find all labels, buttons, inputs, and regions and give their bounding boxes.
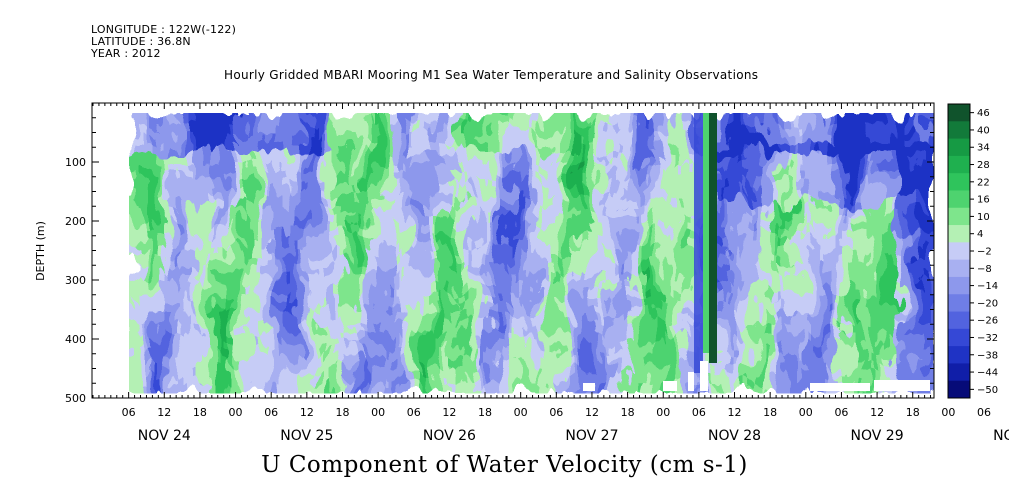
colorbar-label: −26: [977, 316, 998, 327]
x-hour-label: 18: [193, 406, 207, 419]
colorbar-swatch: [948, 207, 970, 226]
x-hour-label: 18: [906, 406, 920, 419]
colorbar-swatch: [948, 190, 970, 209]
year-label: YEAR : 2012: [91, 47, 161, 60]
x-hour-label: 00: [656, 406, 670, 419]
x-hour-label: 18: [621, 406, 635, 419]
colorbar-label: −14: [977, 281, 998, 292]
colorbar-label: 10: [977, 212, 990, 223]
colorbar-swatch: [948, 294, 970, 312]
x-hour-label: 12: [585, 406, 599, 419]
x-hour-label: 06: [407, 406, 421, 419]
x-hour-label: 00: [371, 406, 385, 419]
colorbar-swatch: [948, 363, 970, 382]
latitude-label: LATITUDE : 36.8N: [91, 35, 191, 48]
y-tick-label: 300: [65, 274, 86, 287]
x-day-label: NOV 26: [423, 428, 476, 444]
colorbar-label: −44: [977, 368, 998, 379]
x-hour-label: 18: [763, 406, 777, 419]
x-hour-label: 06: [692, 406, 706, 419]
x-day-label: NOV 30: [993, 428, 1009, 444]
heatmap: [129, 113, 934, 394]
colorbar-swatch: [948, 225, 970, 243]
x-hour-label: 00: [799, 406, 813, 419]
colorbar-swatch: [948, 121, 970, 139]
y-axis-label: DEPTH (m): [34, 221, 47, 281]
chart-title: Hourly Gridded MBARI Mooring M1 Sea Wate…: [224, 68, 759, 82]
x-hour-label: 12: [300, 406, 314, 419]
colorbar-label: −2: [977, 247, 992, 258]
x-hour-label: 00: [941, 406, 955, 419]
colorbar-swatch: [948, 311, 970, 330]
colorbar-label: 4: [977, 229, 983, 240]
x-hour-label: 06: [122, 406, 136, 419]
x-hour-label: 18: [335, 406, 349, 419]
colorbar-swatch: [948, 276, 970, 295]
colorbar-label: −32: [977, 333, 998, 344]
x-hour-label: 00: [514, 406, 528, 419]
x-hour-label: 00: [229, 406, 243, 419]
colorbar-swatch: [948, 138, 970, 157]
x-hour-label: 12: [728, 406, 742, 419]
longitude-label: LONGITUDE : 122W(-122): [91, 23, 237, 36]
axes: 06 12 18 00 06 12 18 00 06 12 18 00 06 12 18 00 06 12 18 00…: [65, 103, 1009, 444]
colorbar-label: −38: [977, 350, 998, 361]
x-day-label: NOV 28: [708, 428, 761, 444]
x-hour-label: 18: [478, 406, 492, 419]
y-tick-label: 100: [65, 156, 86, 169]
x-hour-label: 06: [549, 406, 563, 419]
colorbar-swatch: [948, 104, 970, 122]
x-hour-label: 12: [157, 406, 171, 419]
y-tick-label: 500: [65, 392, 86, 405]
colorbar-label: −20: [977, 298, 998, 309]
colorbar-label: 16: [977, 195, 990, 206]
x-day-label: NOV 25: [280, 428, 333, 444]
colorbar-label: 28: [977, 160, 990, 171]
x-day-label: NOV 29: [851, 428, 904, 444]
colorbar-swatch: [948, 173, 970, 191]
colorbar-swatch: [948, 242, 970, 261]
x-hour-label: 06: [264, 406, 278, 419]
colorbar-label: 40: [977, 125, 990, 136]
colorbar-swatch: [948, 346, 970, 364]
colorbar: 46 40 34 28 22 16 10 4 −2 −8 −14 −20 −26 −32 −38 −44 −50: [947, 103, 998, 399]
colorbar-label: −8: [977, 264, 992, 275]
colorbar-swatch: [948, 328, 970, 347]
variable-title: U Component of Water Velocity (cm s-1): [261, 452, 748, 478]
x-day-label: NOV 24: [138, 428, 191, 444]
x-hour-label: 06: [977, 406, 991, 419]
colorbar-label: 22: [977, 177, 990, 188]
y-tick-label: 200: [65, 215, 86, 228]
colorbar-label: 34: [977, 143, 990, 154]
x-hour-label: 06: [834, 406, 848, 419]
x-hour-label: 12: [870, 406, 884, 419]
colorbar-label: −50: [977, 385, 998, 396]
colorbar-swatch: [948, 380, 970, 399]
colorbar-label: 46: [977, 108, 990, 119]
heatmap-field: [129, 113, 934, 394]
x-hour-label: 12: [442, 406, 456, 419]
y-tick-label: 400: [65, 333, 86, 346]
colorbar-swatch: [948, 155, 970, 174]
colorbar-swatch: [948, 259, 970, 278]
x-day-label: NOV 27: [565, 428, 618, 444]
